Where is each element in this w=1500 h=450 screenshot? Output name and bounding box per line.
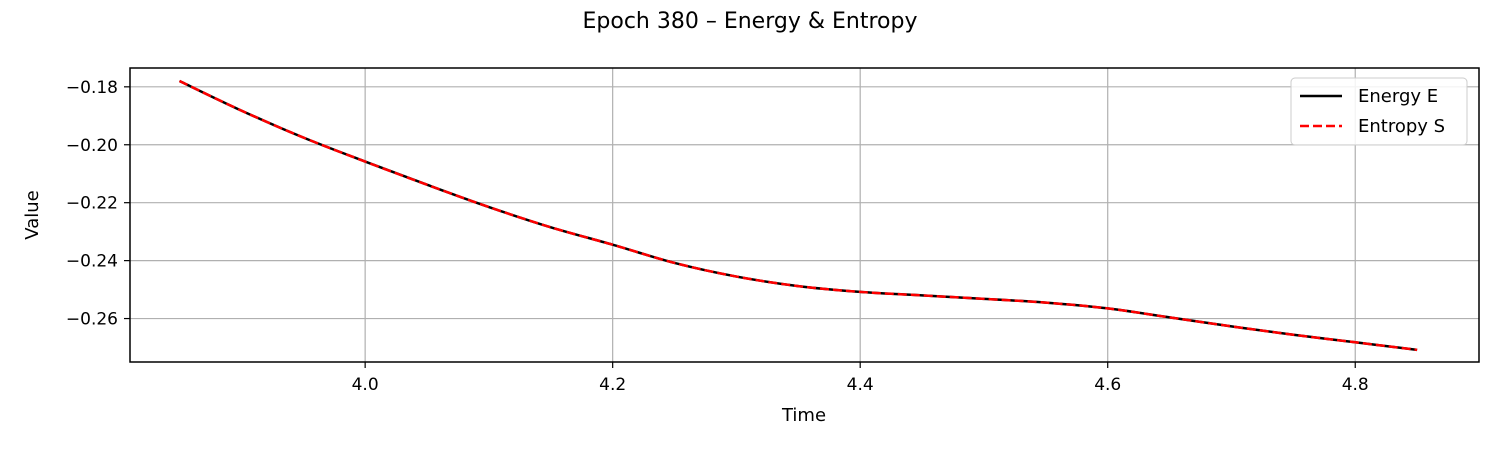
x-tick-label: 4.6 xyxy=(1094,375,1121,395)
y-axis-label: Value xyxy=(22,190,43,239)
x-tick-label: 4.8 xyxy=(1342,375,1369,395)
x-tick-label: 4.2 xyxy=(599,375,626,395)
legend: Energy E Entropy S xyxy=(1290,77,1468,146)
grid-lines xyxy=(130,68,1479,362)
y-tick-label: −0.22 xyxy=(66,194,118,214)
legend-label-energy: Energy E xyxy=(1358,86,1438,107)
y-tick-label: −0.20 xyxy=(66,136,118,156)
y-tick-label: −0.26 xyxy=(66,310,118,330)
chart-title: Epoch 380 – Energy & Entropy xyxy=(583,9,918,34)
x-tick-label: 4.0 xyxy=(352,375,379,395)
y-tick-label: −0.24 xyxy=(66,252,118,272)
axis-ticks: 4.0 4.2 4.4 4.6 4.8 −0.18 −0.20 −0.22 −0.24 −0.26 xyxy=(66,78,1369,395)
series-lines xyxy=(178,79,1418,352)
x-tick-label: 4.4 xyxy=(847,375,874,395)
legend-label-entropy: Entropy S xyxy=(1358,116,1445,137)
y-tick-label: −0.18 xyxy=(66,78,118,98)
series-line-entropy-s xyxy=(178,79,1418,352)
x-axis-label: Time xyxy=(781,405,826,426)
plot-frame xyxy=(129,67,1480,363)
